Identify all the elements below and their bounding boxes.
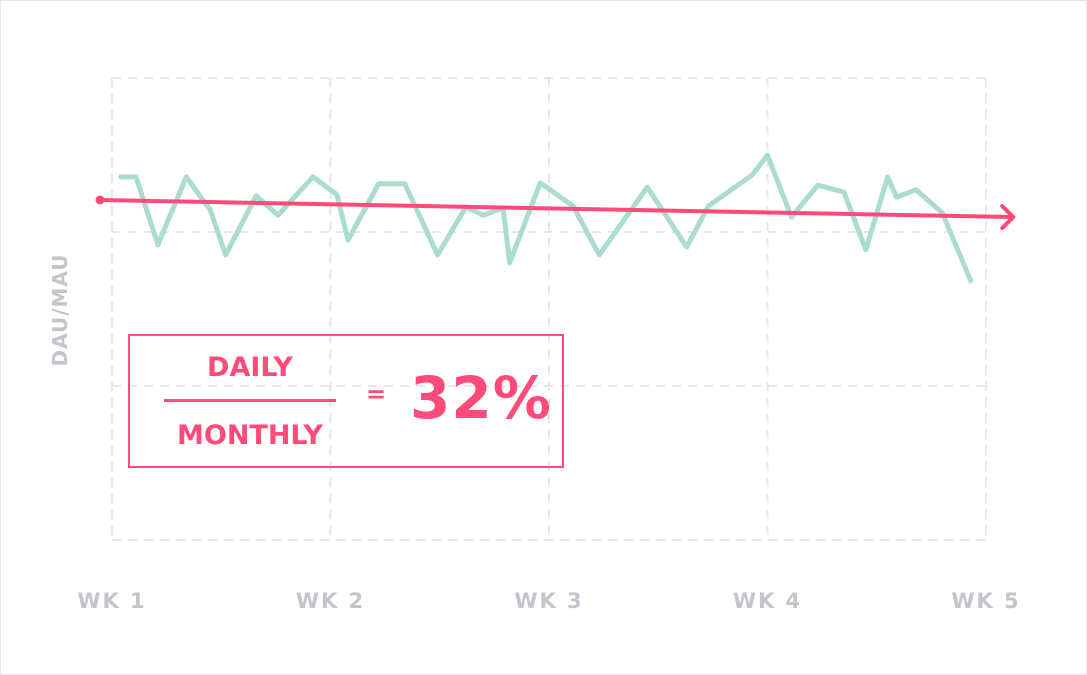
dau-mau-series-line xyxy=(118,152,974,284)
equals-sign: = xyxy=(366,380,387,408)
ratio-value: 32% xyxy=(410,364,552,432)
trend-line xyxy=(97,197,1015,220)
x-tick-label: WK 1 xyxy=(77,589,146,613)
x-tick-label: WK 3 xyxy=(514,589,583,613)
dau-mau-annotation: DAILY MONTHLY = 32% xyxy=(128,334,564,468)
x-tick-labels: WK 1 WK 2 WK 3 WK 4 WK 5 xyxy=(77,589,1020,613)
x-tick-label: WK 5 xyxy=(951,589,1020,613)
series-group xyxy=(118,152,974,284)
trend-start-dot xyxy=(95,195,105,205)
fraction-bar xyxy=(164,399,336,402)
numerator-label: DAILY xyxy=(207,352,293,383)
x-tick-label: WK 2 xyxy=(296,589,365,613)
y-axis-label: DAU/MAU xyxy=(48,253,72,366)
trend-arrow-head xyxy=(1000,204,1016,231)
grid xyxy=(111,77,987,541)
denominator-label: MONTHLY xyxy=(177,420,323,451)
x-tick-label: WK 4 xyxy=(733,589,802,613)
trend-group xyxy=(95,195,1016,231)
